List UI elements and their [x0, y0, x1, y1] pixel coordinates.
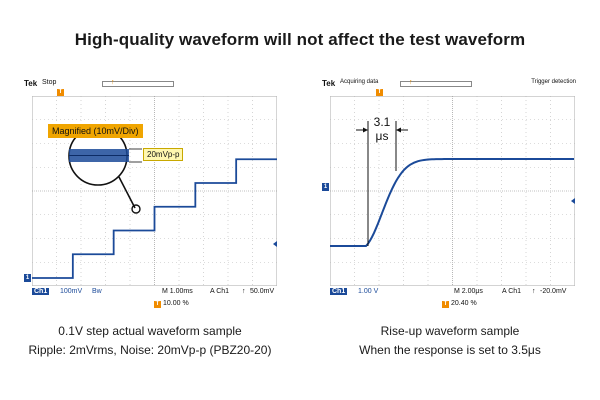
rise-right-arrowhead — [396, 127, 401, 133]
trigger-position-readout: T 20.40 % — [442, 300, 477, 309]
trigger-detection-status: Trigger detection — [531, 79, 576, 85]
trigger-source: A Ch1 — [210, 288, 230, 295]
trigger-level-arrow — [273, 241, 277, 247]
graticule-svg — [330, 96, 575, 286]
trigger-icon: T — [442, 301, 449, 308]
headline: High-quality waveform will not affect th… — [74, 30, 526, 49]
trigger-position-readout: T 10.00 % — [154, 300, 189, 309]
acquisition-mode: Stop — [42, 79, 57, 86]
channel-label: Ch1 — [330, 288, 348, 295]
magnified-label: Magnified (10mV/Div) — [48, 124, 143, 138]
scope-top-bar: Tek Acquiring data ↑ Trigger detection — [322, 78, 580, 90]
channel-1-ground-marker: 1 — [322, 183, 329, 191]
right-caption-line-2: When the response is set to 3.5μs — [359, 343, 541, 357]
graticule: 3.1 μs — [330, 96, 575, 286]
rise-time-value: 3.1 — [372, 115, 392, 129]
trigger-level: -20.0mV — [540, 288, 567, 295]
record-position-marker: ↑ — [111, 79, 115, 86]
trigger-position-marker: T — [57, 89, 64, 96]
bandwidth-limit-icon: Bw — [92, 288, 102, 295]
trigger-slope-icon: ↑ — [532, 288, 536, 295]
brand-logo: Tek — [322, 79, 336, 88]
magnifier-pointer — [118, 176, 136, 209]
scope-top-bar: Tek Stop ↑ — [24, 78, 282, 90]
trigger-slope-icon: ↑ — [242, 288, 246, 295]
grid-lines — [330, 96, 575, 286]
rise-time-unit: μs — [372, 130, 392, 143]
record-length-indicator: ↑ — [102, 79, 174, 87]
left-caption-line-1: 0.1V step actual waveform sample — [58, 324, 242, 338]
trigger-position-marker: T — [376, 89, 383, 96]
scope-status-bar: Ch1 1.00 V M 2.00μs A Ch1 ↑ -20.0mV — [322, 287, 580, 297]
record-length-indicator: ↑ — [400, 79, 472, 87]
ripple-amplitude-label: 20mVp-p — [143, 148, 184, 161]
channel-1-ground-marker: 1 — [24, 274, 31, 282]
trigger-source: A Ch1 — [502, 288, 522, 295]
left-oscilloscope-screen: Tek Stop ↑ T Magnified (10mV/Div) 20mVp-… — [24, 78, 282, 318]
trigger-icon: T — [154, 301, 161, 308]
trigger-position-value: 20.40 % — [451, 300, 477, 307]
scope-status-bar: Ch1 100mV Bw M 1.00ms A Ch1 ↑ 50.0mV — [24, 287, 282, 297]
right-caption: Rise-up waveform sample When the respons… — [300, 322, 600, 360]
magnifier-focus-circle — [131, 204, 141, 214]
trigger-level: 50.0mV — [250, 288, 275, 295]
graticule-svg — [32, 96, 277, 286]
right-oscilloscope-screen: Tek Acquiring data ↑ Trigger detection T… — [322, 78, 580, 318]
timebase: M 1.00ms — [162, 288, 193, 295]
acquisition-mode: Acquiring data — [340, 79, 379, 85]
right-caption-line-1: Rise-up waveform sample — [380, 324, 520, 338]
left-caption: 0.1V step actual waveform sample Ripple:… — [0, 322, 300, 360]
graticule: Magnified (10mV/Div) 20mVp-p — [32, 96, 277, 286]
channel-scale: 1.00 V — [358, 288, 379, 295]
trigger-level-arrow — [571, 198, 575, 204]
rise-waveform-trace — [330, 158, 574, 247]
step-waveform-trace — [32, 158, 277, 279]
channel-scale: 100mV — [60, 288, 83, 295]
rise-left-arrowhead — [363, 127, 368, 133]
channel-label: Ch1 — [32, 288, 50, 295]
record-position-marker: ↑ — [409, 79, 413, 86]
timebase: M 2.00μs — [454, 288, 483, 295]
left-caption-line-2: Ripple: 2mVrms, Noise: 20mVp-p (PBZ20-20… — [28, 343, 272, 357]
trigger-position-value: 10.00 % — [163, 300, 189, 307]
brand-logo: Tek — [24, 79, 38, 88]
